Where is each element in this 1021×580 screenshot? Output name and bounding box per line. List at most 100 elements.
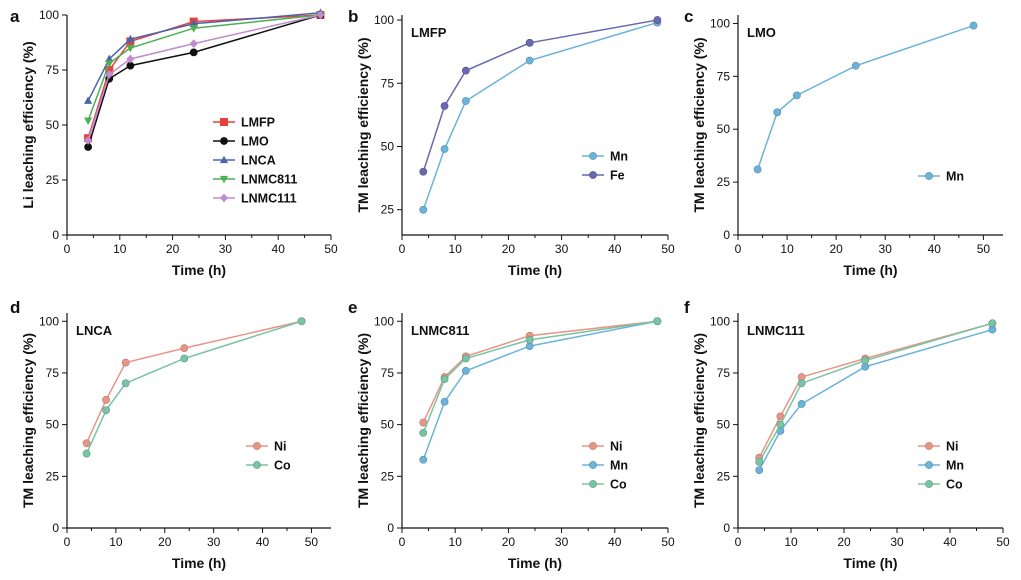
data-point: [180, 354, 189, 363]
y-axis-title: TM leaching efficiency (%): [355, 333, 371, 508]
series-line: [422, 320, 658, 434]
legend-label: Mn: [610, 459, 628, 473]
legend-marker: [925, 461, 933, 469]
data-point: [82, 449, 91, 458]
legend-item: Ni: [582, 440, 623, 454]
x-axis-title: Time (h): [508, 262, 562, 278]
legend-marker: [925, 480, 933, 488]
legend-item: Mn: [582, 150, 628, 164]
panel-title: LMO: [747, 25, 776, 40]
data-point: [797, 379, 806, 388]
y-axis-title: TM leaching efficiency (%): [691, 37, 707, 212]
data-point: [419, 455, 428, 464]
data-point: [121, 379, 130, 388]
legend-label: Mn: [946, 170, 964, 184]
y-tick-label: 0: [52, 521, 59, 535]
data-point: [773, 108, 782, 117]
panel-label: b: [348, 7, 358, 26]
data-point: [419, 205, 428, 214]
legend-label: LNCA: [241, 154, 276, 168]
legend-item: Co: [918, 478, 963, 492]
data-point: [84, 136, 93, 145]
x-tick-label: 30: [555, 535, 569, 549]
data-point: [126, 34, 135, 43]
y-tick-label: 50: [717, 122, 731, 136]
data-point: [126, 54, 135, 64]
legend-marker: [219, 155, 229, 164]
data-point: [84, 117, 93, 125]
x-tick-label: 50: [305, 535, 319, 549]
series-line: [85, 320, 302, 454]
x-tick-label: 10: [449, 535, 463, 549]
data-point: [440, 397, 449, 406]
x-tick-label: 50: [661, 242, 675, 256]
x-tick-label: 50: [324, 242, 338, 256]
series-line: [87, 14, 321, 148]
y-tick-label: 25: [717, 469, 731, 483]
data-point: [653, 16, 662, 24]
x-tick-label: 0: [735, 242, 742, 256]
data-point: [653, 317, 662, 326]
y-tick-label: 0: [387, 521, 394, 535]
data-point: [988, 319, 997, 328]
series-line: [87, 14, 321, 139]
y-tick-label: 0: [52, 228, 59, 242]
x-tick-label: 20: [166, 242, 180, 256]
data-point: [525, 38, 534, 47]
data-point: [180, 344, 189, 353]
legend-marker: [253, 442, 261, 450]
y-axis-title: Li leaching efficiency (%): [20, 41, 36, 208]
x-tick-label: 40: [608, 535, 622, 549]
x-tick-label: 50: [996, 535, 1010, 549]
series-lmo: [84, 11, 325, 151]
y-tick-label: 50: [46, 118, 60, 132]
panel-title: LMFP: [411, 25, 447, 40]
x-tick-label: 10: [784, 535, 798, 549]
x-tick-label: 50: [977, 242, 991, 256]
x-tick-label: 40: [256, 535, 270, 549]
y-tick-label: 100: [374, 13, 394, 27]
series-co: [755, 319, 997, 466]
data-point: [316, 10, 325, 20]
x-tick-label: 20: [502, 242, 516, 256]
x-axis-title: Time (h): [172, 555, 226, 571]
panel-label: f: [684, 298, 690, 317]
legend-label: Co: [946, 478, 963, 492]
y-tick-label: 0: [723, 521, 730, 535]
x-tick-label: 30: [890, 535, 904, 549]
data-point: [440, 145, 449, 153]
legend-item: Ni: [918, 440, 959, 454]
y-axis-title: TM leaching efficiency (%): [355, 37, 371, 212]
data-point: [419, 429, 428, 437]
y-tick-label: 100: [710, 16, 730, 30]
data-point: [461, 366, 470, 375]
data-point: [105, 70, 114, 79]
x-tick-label: 0: [64, 242, 71, 256]
x-tick-label: 30: [879, 242, 893, 256]
legend-marker: [589, 152, 597, 160]
legend-item: LMO: [213, 135, 269, 149]
legend-marker: [589, 171, 597, 179]
y-tick-label: 50: [381, 139, 395, 153]
legend-item: LNMC111: [213, 192, 297, 206]
legend: Mn Fe: [582, 150, 628, 183]
series-ni: [755, 319, 997, 462]
panel-a: 0 10 20 30 40 50 0 25 50 75 100 Time (h) Li leaching…: [10, 7, 338, 278]
y-tick-label: 75: [381, 366, 395, 380]
y-tick-label: 100: [39, 8, 59, 22]
legend-label: Mn: [946, 459, 964, 473]
data-point: [755, 457, 764, 466]
legend-label: Mn: [610, 150, 628, 164]
data-point: [82, 439, 91, 448]
x-tick-label: 40: [272, 242, 286, 256]
legend-item: LMFP: [213, 116, 275, 130]
legend-label: LNMC811: [241, 173, 297, 187]
data-point: [461, 354, 470, 363]
data-point: [102, 395, 111, 404]
legend-item: Mn: [918, 170, 964, 184]
legend-item: Mn: [918, 459, 964, 473]
y-tick-label: 50: [717, 418, 731, 432]
legend: Ni Mn Co: [582, 440, 628, 492]
x-tick-label: 20: [837, 535, 851, 549]
legend-label: Fe: [610, 169, 625, 183]
